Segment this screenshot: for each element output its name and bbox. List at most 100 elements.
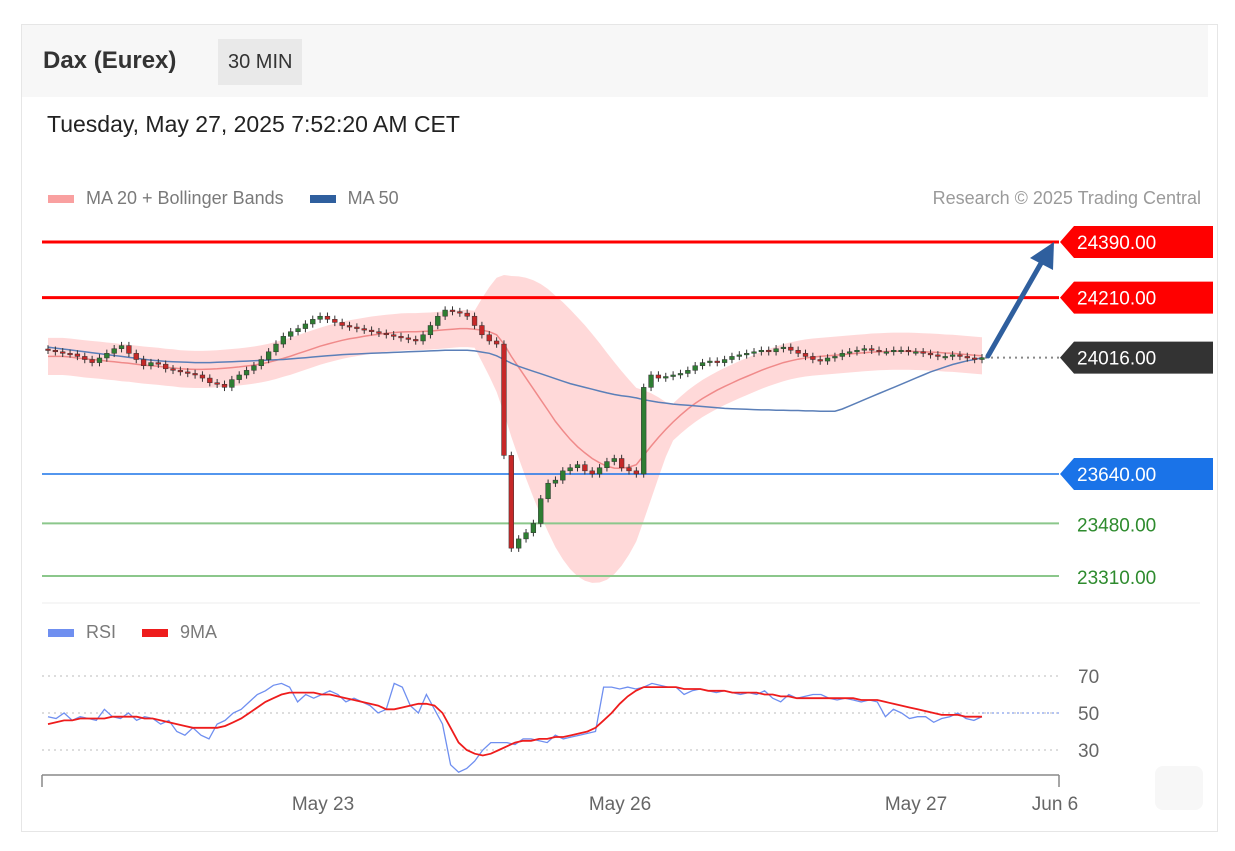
rsi-tick-label: 30 [1078,741,1099,762]
candle [773,344,779,356]
candle [824,354,831,365]
candle-body [626,467,632,472]
candle-body [729,356,735,360]
candle-body [280,336,286,345]
level-label-2: 24016.00 [1077,349,1156,370]
candle [626,464,632,475]
candle-body [604,461,610,469]
legend-item-ma50: MA 50 [309,188,399,209]
candle [229,375,235,392]
candle [332,315,338,327]
candle [96,354,103,367]
candle-body [685,370,691,374]
legend-label-rsi-ma: 9MA [180,622,218,642]
candle [655,371,662,382]
candle [523,528,529,543]
zoom-button[interactable] [1155,766,1203,810]
candle-body [288,331,294,337]
candle [251,361,257,375]
candle-body [530,523,537,533]
candle-body [839,353,845,357]
candle-body [324,315,331,320]
rsi-series-1 [47,686,982,757]
candle [685,366,691,378]
candle-body [427,325,434,336]
candle-body [766,349,772,353]
candle-body [655,374,662,379]
candle-body [574,464,581,469]
candle-body [677,373,684,376]
candle [729,352,735,364]
candle [273,340,279,356]
candle-body [221,384,228,388]
candle [104,349,110,362]
candle-body [368,329,375,332]
candle-body [824,357,831,362]
candle-body [663,376,669,379]
candle [854,346,860,356]
candle-body [126,345,132,354]
candle [935,351,941,361]
candle [479,321,485,339]
candle-body [236,374,242,380]
candle [957,351,963,361]
candle [942,352,948,361]
candle-body [817,359,823,362]
candle-body [258,359,264,366]
candle [207,374,213,387]
candle [221,380,228,392]
timeframe-badge[interactable]: 30 MIN [218,39,303,85]
candle [155,358,161,368]
candle [692,361,698,375]
legend-item-ma20: MA 20 + Bollinger Bands [48,188,284,209]
candle [677,369,684,379]
candle [133,349,139,364]
level-label-1: 24210.00 [1077,289,1156,310]
candle-body [721,359,728,363]
candle-body [927,353,934,356]
candle-body [846,351,853,354]
candle-body [633,470,639,475]
level-tag-2 [1060,341,1213,374]
ma50-line [47,346,983,412]
candle-body [133,353,139,360]
candle-body [207,377,213,383]
candle [545,479,551,503]
level-tag-1 [1060,281,1213,314]
instrument-title: Dax (Eurex) [43,47,177,74]
candle [883,348,890,356]
candle-body [942,356,948,359]
candle [574,460,581,472]
candle-body [104,353,110,359]
legend-swatch-ma50 [309,194,336,203]
timestamp: Tuesday, May 27, 2025 7:52:20 AM CET [47,111,460,137]
candle [368,326,375,336]
candle [707,357,713,367]
candle-body [891,349,897,353]
candle [361,324,367,334]
candle-body [957,354,963,357]
candle-body [538,498,544,524]
legend-swatch-rsi-ma [142,628,169,637]
x-tick-label: May 27 [885,794,947,815]
candle [464,309,470,320]
candle-body [398,336,404,339]
candle-body [773,348,779,353]
candle [405,334,412,344]
candle [949,351,956,361]
candle [449,306,456,316]
candle-body [876,349,882,353]
candle-body [523,532,529,540]
candle-body [552,479,559,484]
candle [258,355,264,370]
x-tick-label: May 26 [589,794,651,815]
candle [67,349,73,358]
candle-body [155,362,161,365]
candle-body [376,331,382,334]
candle [317,312,323,324]
candle [82,352,88,364]
candle [413,335,419,345]
candle [876,346,882,356]
candle [633,467,639,478]
